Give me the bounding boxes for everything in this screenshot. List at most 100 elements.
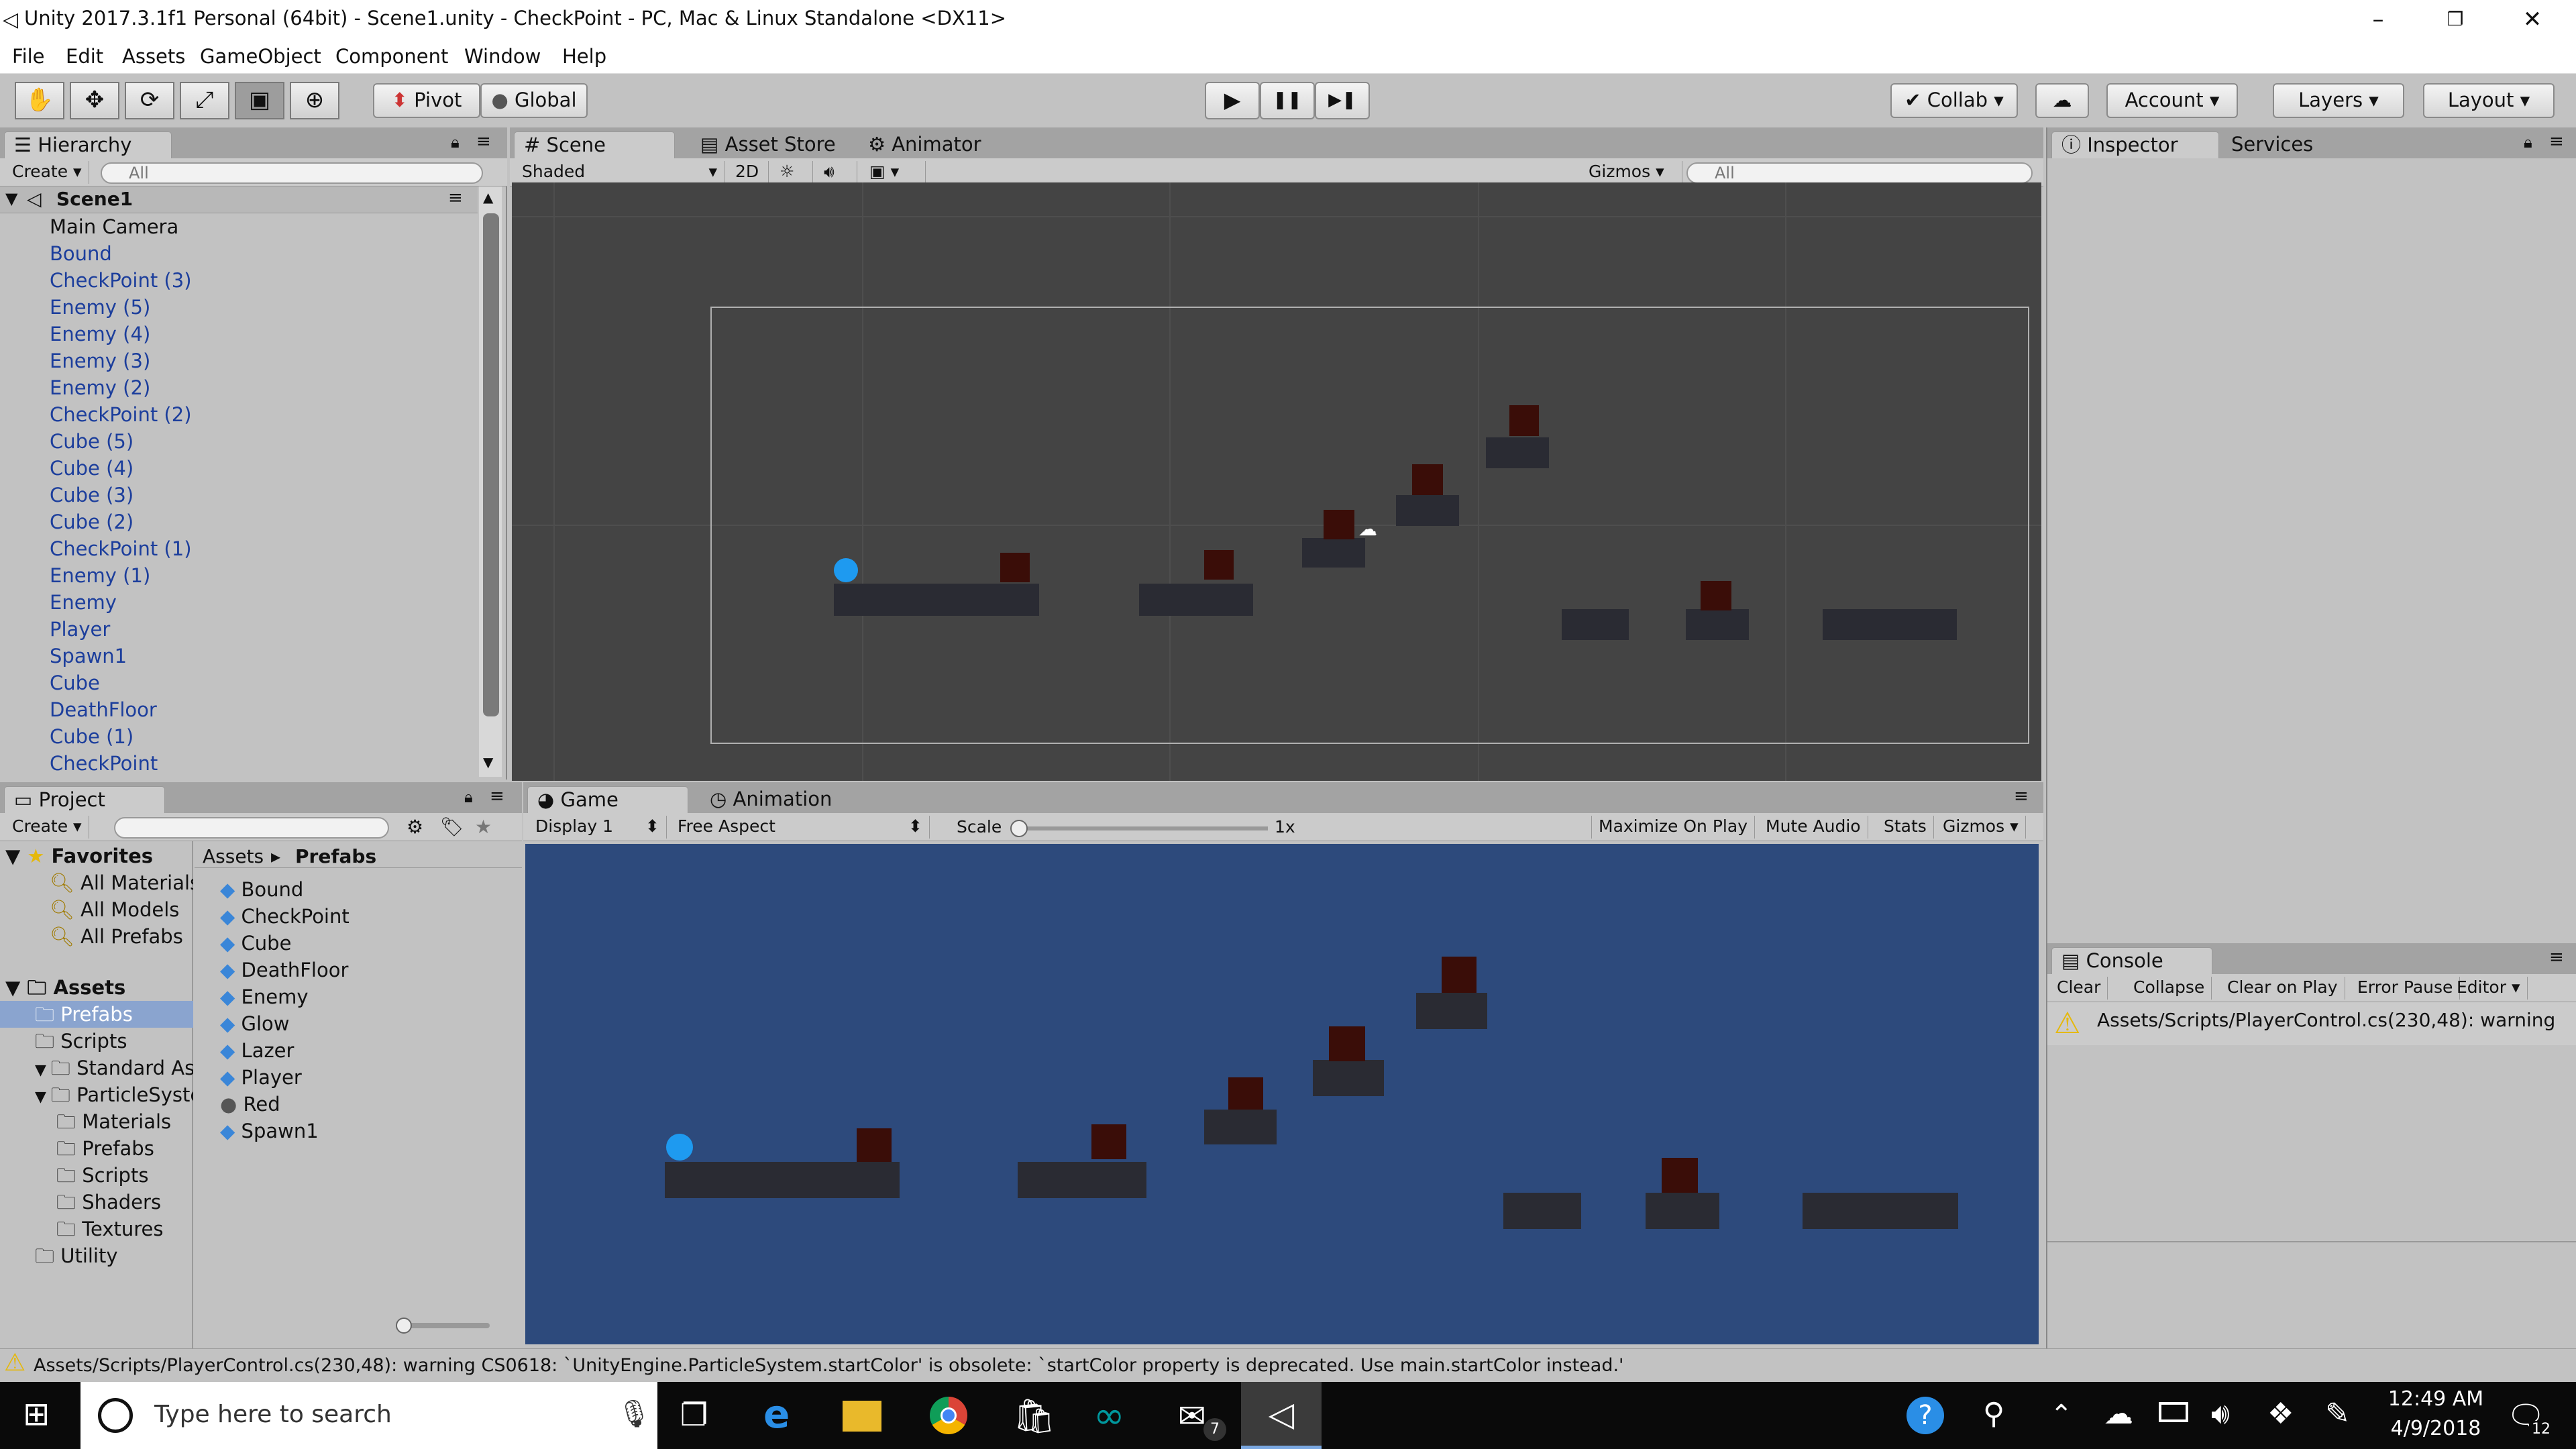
arduino-icon[interactable]: ∞ <box>1093 1394 1125 1438</box>
stats-toggle[interactable]: Stats <box>1877 816 1934 839</box>
people-icon[interactable]: ⚲ <box>1983 1397 2005 1431</box>
cloud-button[interactable]: ☁ <box>2035 83 2089 118</box>
task-view-icon[interactable]: ❐ <box>680 1397 708 1433</box>
asset-tree-item[interactable]: ▼ 🗀 ParticleSystems <box>35 1081 193 1108</box>
asset-tree-item[interactable]: 🗀 Materials <box>56 1108 193 1135</box>
favorite-item[interactable]: 🔍︎ All Materials <box>50 869 193 896</box>
asset-tree-item[interactable]: ▼ 🗀 Standard Assets <box>35 1055 193 1081</box>
favorite-item[interactable]: 🔍︎ All Prefabs <box>50 923 193 950</box>
hierarchy-item[interactable]: Spawn1 <box>50 645 127 667</box>
onedrive-icon[interactable]: ☁ <box>2104 1397 2133 1431</box>
asset-tree-item[interactable]: 🗀 Scripts <box>35 1028 193 1055</box>
inspector-menu-icon[interactable]: ≡ <box>2549 131 2564 152</box>
lock-icon[interactable]: 🔒︎ <box>451 133 460 152</box>
scroll-down-icon[interactable]: ▼ <box>483 754 494 770</box>
display-dropdown[interactable]: Display 1 ⬍ <box>529 816 667 839</box>
edge-browser-icon[interactable]: e <box>763 1391 790 1437</box>
platform[interactable] <box>1646 1193 1719 1229</box>
enemy-block[interactable] <box>1091 1124 1126 1159</box>
account-dropdown[interactable]: Account ▾ <box>2106 83 2238 118</box>
inspector-lock-icon[interactable]: 🔒︎ <box>2524 133 2532 152</box>
shading-dropdown[interactable]: Shaded ▾ <box>515 161 724 184</box>
platform[interactable] <box>1396 495 1459 526</box>
platform[interactable] <box>1416 993 1487 1029</box>
platform[interactable] <box>1503 1193 1581 1229</box>
hierarchy-item[interactable]: CheckPoint (3) <box>50 269 192 292</box>
chrome-icon[interactable] <box>930 1397 967 1434</box>
star-icon[interactable]: ★ <box>475 816 492 838</box>
hierarchy-item[interactable]: Enemy (1) <box>50 564 151 587</box>
hierarchy-item[interactable]: Cube (2) <box>50 511 134 533</box>
maximize-on-play-toggle[interactable]: Maximize On Play <box>1591 816 1755 839</box>
hierarchy-item[interactable]: Enemy (5) <box>50 296 151 319</box>
enemy-block[interactable] <box>1228 1077 1263 1110</box>
tab-animator[interactable]: ⚙ Animator <box>859 131 1020 158</box>
file-explorer-icon[interactable] <box>843 1401 881 1432</box>
menu-help[interactable]: Help <box>562 45 607 68</box>
hierarchy-item[interactable]: Player <box>50 618 111 641</box>
platform[interactable] <box>1803 1193 1958 1229</box>
platform[interactable] <box>1018 1162 1146 1198</box>
pause-button[interactable]: ❚❚ <box>1260 82 1315 119</box>
hierarchy-create-button[interactable]: Create ▾ <box>5 161 89 184</box>
scene-search-input[interactable]: All <box>1686 162 2033 184</box>
asset-tree-item[interactable]: 🗀 Textures <box>56 1216 193 1242</box>
tab-services[interactable]: Services <box>2222 131 2383 158</box>
prefab-item[interactable]: ◆ Spawn1 <box>220 1118 515 1144</box>
game-view[interactable] <box>525 844 2039 1344</box>
enemy-block[interactable] <box>1324 510 1354 539</box>
enemy-block[interactable] <box>1509 405 1539 436</box>
platform[interactable] <box>1823 609 1957 640</box>
asset-tree-item[interactable]: 🗀 Shaders <box>56 1189 193 1216</box>
game-menu-icon[interactable]: ≡ <box>2014 786 2029 806</box>
windows-start-icon[interactable]: ⊞ <box>23 1395 50 1433</box>
menu-component[interactable]: Component <box>335 45 449 68</box>
microphone-icon[interactable]: 🎙︎ <box>617 1399 651 1430</box>
tab-game[interactable]: ◕ Game <box>527 786 688 813</box>
play-button[interactable]: ▶ <box>1205 82 1260 119</box>
scale-slider[interactable] <box>1010 820 1268 837</box>
platform[interactable] <box>1562 609 1629 640</box>
status-bar[interactable]: ⚠ Assets/Scripts/PlayerControl.cs(230,48… <box>0 1348 2576 1382</box>
hierarchy-item[interactable]: Cube (3) <box>50 484 134 506</box>
project-lock-icon[interactable]: 🔒︎ <box>464 788 473 806</box>
enemy-block[interactable] <box>1204 550 1234 580</box>
taskbar-search-box[interactable]: Type here to search 🎙︎ <box>80 1382 657 1449</box>
breadcrumb-prefabs[interactable]: Prefabs <box>295 845 377 867</box>
favorites-header[interactable]: ▼ ★ Favorites <box>5 845 154 867</box>
menu-window[interactable]: Window <box>464 45 541 68</box>
move-tool-button[interactable]: ✥ <box>70 82 119 119</box>
effects-dropdown-icon[interactable]: ▣ ▾ <box>863 161 926 184</box>
scale-tool-button[interactable]: ⤢ <box>180 82 229 119</box>
scroll-up-icon[interactable]: ▲ <box>483 189 494 205</box>
tab-console[interactable]: ▤ Console <box>2051 947 2212 974</box>
favorite-item[interactable]: 🔍︎ All Models <box>50 896 193 923</box>
prefab-item[interactable]: ◆ Glow <box>220 1010 515 1037</box>
hierarchy-item[interactable]: Cube (1) <box>50 725 134 748</box>
volume-icon[interactable]: 🔊︎ <box>2211 1397 2230 1431</box>
hierarchy-item[interactable]: Cube (4) <box>50 457 134 480</box>
layout-dropdown[interactable]: Layout ▾ <box>2423 83 2555 118</box>
help-icon[interactable]: ? <box>1907 1397 1944 1434</box>
hierarchy-item[interactable]: CheckPoint <box>50 752 158 775</box>
menu-edit[interactable]: Edit <box>66 45 104 68</box>
prefab-item[interactable]: ◆ Player <box>220 1064 515 1091</box>
scene-view[interactable]: ☁ <box>512 182 2041 781</box>
asset-tree-item[interactable]: 🗀 Utility <box>35 1242 193 1269</box>
hand-tool-button[interactable]: ✋ <box>15 82 64 119</box>
project-menu-icon[interactable]: ≡ <box>490 786 504 806</box>
restore-button[interactable]: ❐ <box>2447 8 2464 30</box>
clock-time[interactable]: 12:49 AM <box>2387 1387 2484 1411</box>
unity-taskbar-icon[interactable]: ◁ <box>1241 1382 1322 1449</box>
lighting-toggle-icon[interactable]: ☼ <box>773 161 813 184</box>
minimize-button[interactable]: – <box>2372 6 2384 33</box>
game-gizmos-dropdown[interactable]: Gizmos ▾ <box>1936 816 2026 839</box>
mute-audio-toggle[interactable]: Mute Audio <box>1759 816 1868 839</box>
console-editor-dropdown[interactable]: Editor ▾ <box>2450 977 2528 1000</box>
platform[interactable] <box>834 584 1039 616</box>
hierarchy-item[interactable]: CheckPoint (1) <box>50 537 192 560</box>
transform-tool-button[interactable]: ⊕ <box>290 82 339 119</box>
show-hidden-icons-icon[interactable]: ⌃ <box>2050 1399 2073 1430</box>
hierarchy-item[interactable]: Cube <box>50 672 100 694</box>
platform[interactable] <box>665 1162 900 1198</box>
